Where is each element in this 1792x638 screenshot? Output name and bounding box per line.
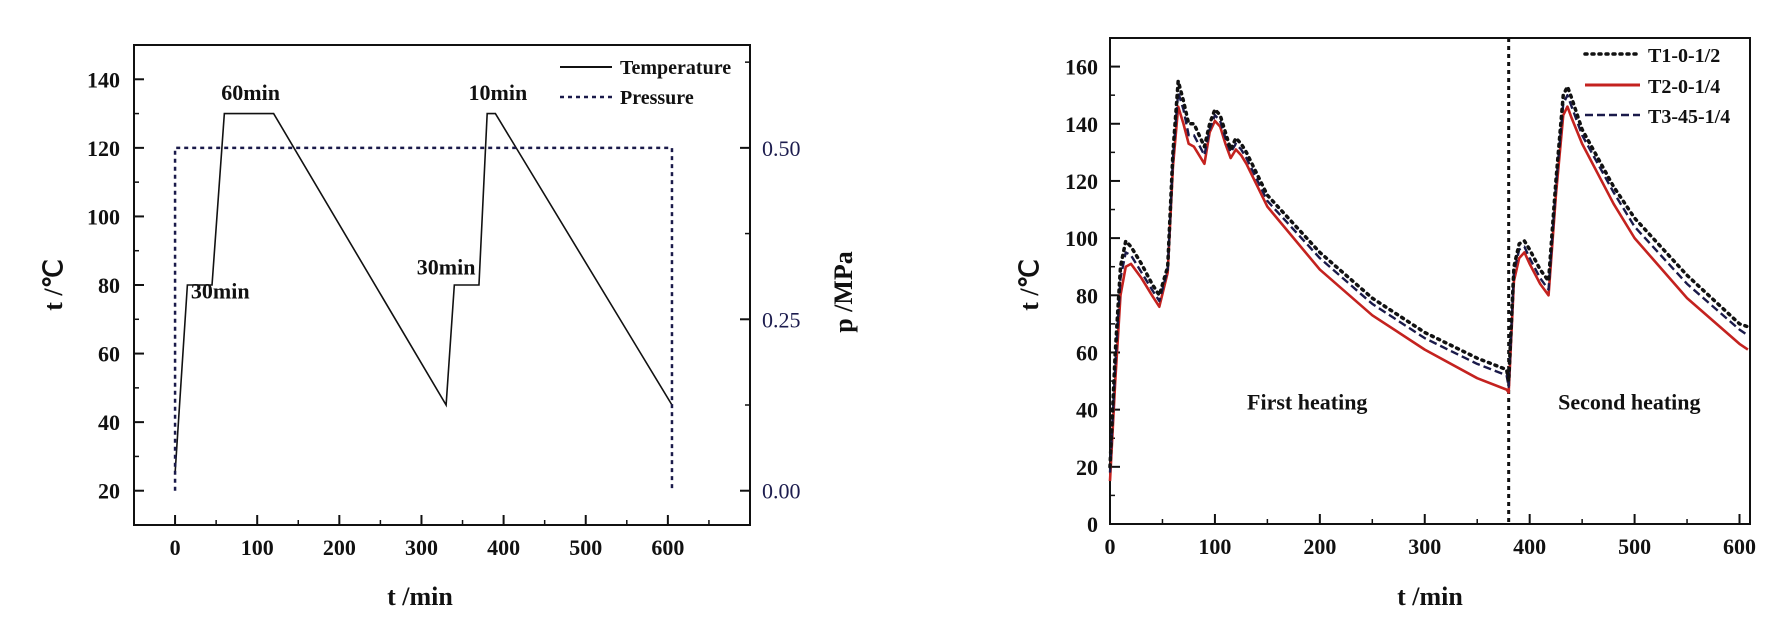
left-y-tick-label: 80 — [98, 273, 120, 298]
left-annotation-group: 30min 60min 30min 10min — [191, 80, 527, 304]
right-y-tick-label: 120 — [1065, 169, 1098, 194]
left-y-tick-label: 60 — [98, 342, 120, 367]
series-line-pressure — [173, 146, 674, 491]
series-line-t1-0-1-2 — [1108, 79, 1750, 469]
duration-annotation: 30min — [417, 255, 476, 280]
legend-label-t3: T3-45-1/4 — [1648, 106, 1730, 128]
right-legend: T1-0-1/2 T2-0-1/4 T3-45-1/4 — [1583, 45, 1730, 128]
left-y-tick-label: 20 — [98, 479, 120, 504]
left-chart: 0 100 200 300 400 500 600 20 40 60 80 100 120 140 0.00… — [39, 44, 858, 611]
duration-annotation: 10min — [469, 80, 528, 105]
legend-label-pressure: Pressure — [620, 87, 694, 109]
right-y-tick-label: 100 — [1065, 226, 1098, 251]
right-y-tick-label: 80 — [1076, 283, 1098, 308]
left-x-tick-label: 600 — [651, 535, 684, 560]
right-y-axis-label: t /℃ — [1015, 259, 1044, 311]
duration-annotation: 60min — [221, 80, 280, 105]
left-legend: Temperature Pressure — [560, 57, 731, 109]
left-series-group — [173, 112, 674, 491]
series-line-temperature — [174, 112, 673, 474]
left-x-tick-label: 300 — [405, 535, 438, 560]
right-y-tick-label: 20 — [1076, 455, 1098, 480]
left-x-tick-label: 500 — [569, 535, 602, 560]
right-x-tick-label: 100 — [1198, 534, 1231, 559]
right-y-tick-label: 0 — [1087, 512, 1098, 537]
right-x-tick-label: 0 — [1105, 534, 1116, 559]
phase-annotation: First heating — [1247, 390, 1367, 415]
right-plot-frame — [1109, 37, 1751, 525]
duration-annotation: 30min — [191, 279, 250, 304]
legend-label-t1: T1-0-1/2 — [1648, 45, 1720, 67]
right-x-tick-label: 500 — [1618, 534, 1651, 559]
legend-label-temperature: Temperature — [620, 57, 731, 79]
right-y-tick-label: 160 — [1065, 55, 1098, 80]
right-y-tick-label: 140 — [1065, 112, 1098, 137]
left-x-tick-label: 100 — [241, 535, 274, 560]
right-y-tick-label: 40 — [1076, 398, 1098, 423]
right-x-axis-label: t /min — [1397, 582, 1463, 611]
right-x-tick-label: 600 — [1723, 534, 1756, 559]
left-x-tick-label: 0 — [170, 535, 181, 560]
left-y2-tick-label: 0.00 — [762, 479, 801, 504]
left-y2-tick-label: 0.50 — [762, 136, 801, 161]
left-y-tick-label: 100 — [87, 204, 120, 229]
right-chart: 0 100 200 300 400 500 600 0 20 40 60 80 100 120 140 160… — [1015, 37, 1756, 611]
right-series-group — [1108, 79, 1750, 482]
right-x-tick-label: 300 — [1408, 534, 1441, 559]
right-y-tick-label: 60 — [1076, 340, 1098, 365]
series-line-t2-0-1-4 — [1108, 105, 1749, 482]
right-tick-group: 0 100 200 300 400 500 600 0 20 40 60 80 100 120 140 160 — [1065, 37, 1756, 559]
left-y-tick-label: 140 — [87, 67, 120, 92]
left-y-tick-label: 40 — [98, 410, 120, 435]
left-x-tick-label: 200 — [323, 535, 356, 560]
left-x-tick-label: 400 — [487, 535, 520, 560]
right-annotation-group: First heating Second heating — [1247, 390, 1701, 415]
legend-label-t2: T2-0-1/4 — [1648, 76, 1720, 98]
phase-annotation: Second heating — [1558, 390, 1700, 415]
right-x-tick-label: 200 — [1303, 534, 1336, 559]
series-line-t3-45-1-4 — [1108, 91, 1749, 473]
left-y-axis-label: t /℃ — [39, 259, 68, 311]
left-y2-axis-label: p /MPa — [829, 251, 858, 333]
right-x-tick-label: 400 — [1513, 534, 1546, 559]
left-tick-group: 0 100 200 300 400 500 600 20 40 60 80 100 120 140 0.00… — [87, 44, 801, 560]
left-x-axis-label: t /min — [387, 582, 453, 611]
left-y2-tick-label: 0.25 — [762, 307, 801, 332]
left-y-tick-label: 120 — [87, 136, 120, 161]
